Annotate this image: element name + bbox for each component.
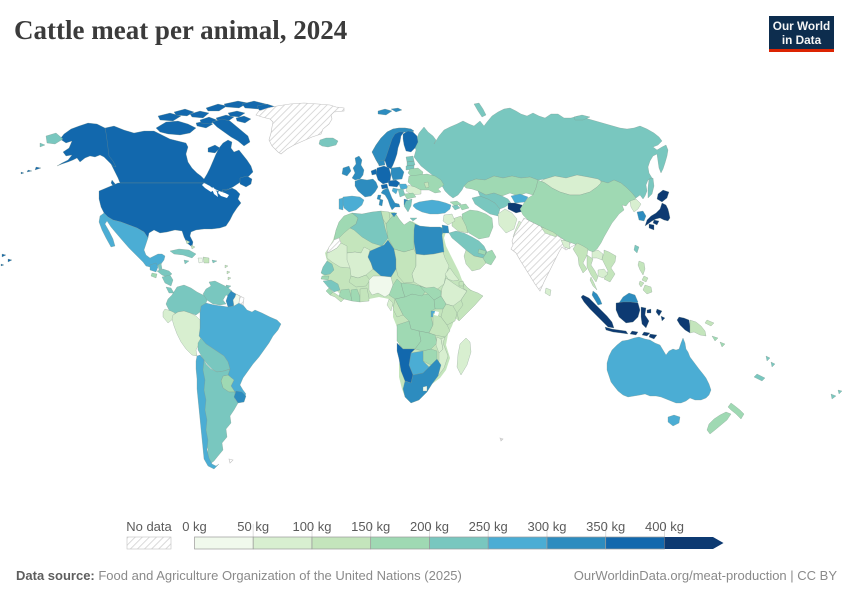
svg-text:300 kg: 300 kg [527, 519, 566, 534]
svg-text:400 kg: 400 kg [645, 519, 684, 534]
svg-text:350 kg: 350 kg [586, 519, 625, 534]
svg-text:100 kg: 100 kg [292, 519, 331, 534]
svg-text:250 kg: 250 kg [469, 519, 508, 534]
svg-text:50 kg: 50 kg [237, 519, 269, 534]
svg-text:0 kg: 0 kg [182, 519, 207, 534]
svg-text:No data: No data [126, 519, 172, 534]
svg-text:200 kg: 200 kg [410, 519, 449, 534]
svg-text:150 kg: 150 kg [351, 519, 390, 534]
